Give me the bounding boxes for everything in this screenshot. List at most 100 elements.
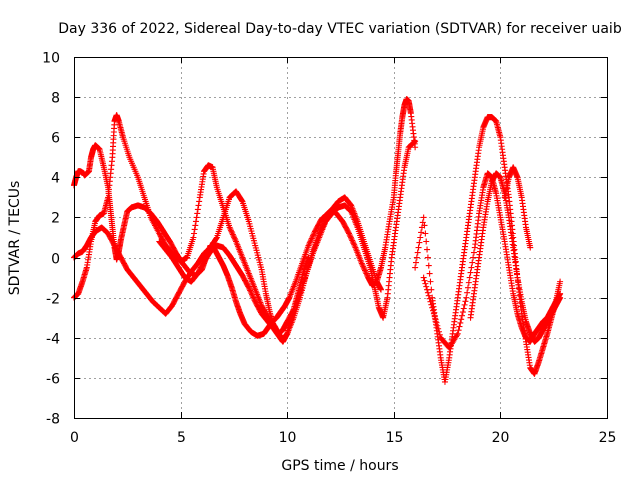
series-track-7: [467, 170, 564, 345]
data-point: [249, 293, 256, 300]
data-point: [306, 239, 313, 246]
data-point: [345, 229, 352, 236]
data-point: [232, 237, 239, 244]
series-track-4: [156, 238, 312, 345]
data-point: [361, 266, 368, 273]
data-point: [423, 283, 430, 290]
data-point: [310, 231, 317, 238]
y-tick-label: 6: [51, 131, 60, 147]
data-point: [350, 240, 357, 247]
x-axis-label: GPS time / hours: [281, 458, 398, 474]
plot-frame: [74, 57, 608, 419]
data-point: [465, 279, 472, 286]
data-point: [422, 230, 429, 237]
series-track-8: [501, 164, 534, 251]
data-point: [308, 235, 315, 242]
data-point: [423, 238, 430, 245]
data-point: [463, 294, 470, 301]
data-point: [459, 312, 466, 319]
data-point: [424, 286, 431, 293]
y-axis-label: SDTVAR / TECUs: [7, 181, 23, 296]
data-point: [435, 325, 442, 332]
y-tick-labels: -8 -6 -4 -2 0 2 4 6 8 10: [42, 51, 60, 428]
data-point: [414, 249, 421, 256]
data-point: [470, 249, 477, 256]
data-point: [347, 234, 354, 241]
data-point: [245, 283, 252, 290]
data-point: [309, 232, 316, 239]
data-point: [346, 230, 353, 237]
y-tick-label: 10: [42, 51, 60, 67]
data-point: [427, 278, 434, 285]
data-point: [458, 316, 465, 323]
data-point: [246, 286, 253, 293]
data-point: [229, 231, 236, 238]
data-point: [351, 241, 358, 248]
data-point: [434, 322, 441, 329]
data-point: [196, 198, 203, 205]
data-point: [378, 286, 385, 293]
data-point: [192, 222, 199, 229]
data-point: [227, 225, 234, 232]
data-point: [425, 262, 432, 269]
data-point: [459, 309, 466, 316]
data-point: [432, 316, 439, 323]
data-point: [194, 210, 201, 217]
data-point: [413, 254, 420, 261]
chart-title: Day 336 of 2022, Sidereal Day-to-day VTE…: [58, 21, 622, 37]
data-point: [195, 202, 202, 209]
y-tick-label: 0: [51, 252, 60, 268]
data-point: [351, 243, 358, 250]
data-point: [412, 259, 419, 266]
data-point: [527, 244, 534, 251]
data-point: [247, 287, 254, 294]
y-tick-label: -2: [46, 292, 60, 308]
data-point: [412, 138, 419, 145]
data-point: [431, 313, 438, 320]
data-point: [419, 219, 426, 226]
y-tick-label: 4: [51, 171, 60, 187]
data-point: [250, 294, 257, 301]
data-point: [424, 289, 431, 296]
data-point: [421, 277, 428, 284]
data-point: [251, 297, 258, 304]
data-point: [411, 138, 418, 145]
data-point: [470, 254, 477, 261]
data-point: [430, 307, 437, 314]
data-point: [460, 305, 467, 312]
data-point: [231, 235, 238, 242]
data-point: [422, 280, 429, 287]
data-point: [424, 246, 431, 253]
data-point: [193, 214, 200, 221]
axis-ticks: [74, 57, 608, 419]
data-point: [462, 298, 469, 305]
x-tick-label: 20: [492, 430, 510, 446]
data-point: [468, 264, 475, 271]
data-point: [349, 237, 356, 244]
data-point: [359, 261, 366, 268]
data-point: [309, 234, 316, 241]
data-point: [360, 263, 367, 270]
data-point: [213, 235, 220, 242]
data-point: [248, 290, 255, 297]
data-point: [231, 234, 238, 241]
data-point: [349, 238, 356, 245]
data-point: [435, 328, 442, 335]
data-point: [191, 230, 198, 237]
data-point: [455, 327, 462, 334]
y-tick-label: -4: [46, 332, 60, 348]
data-point: [362, 267, 369, 274]
data-point: [229, 230, 236, 237]
data-point: [421, 222, 428, 229]
data-point: [358, 260, 365, 267]
data-point: [456, 323, 463, 330]
data-point: [430, 310, 437, 317]
data-point: [428, 301, 435, 308]
data-point: [226, 224, 233, 231]
data-point: [249, 291, 256, 298]
data-point: [410, 139, 417, 146]
data-point: [308, 236, 315, 243]
data-point: [346, 231, 353, 238]
data-point: [192, 218, 199, 225]
data-point: [427, 298, 434, 305]
